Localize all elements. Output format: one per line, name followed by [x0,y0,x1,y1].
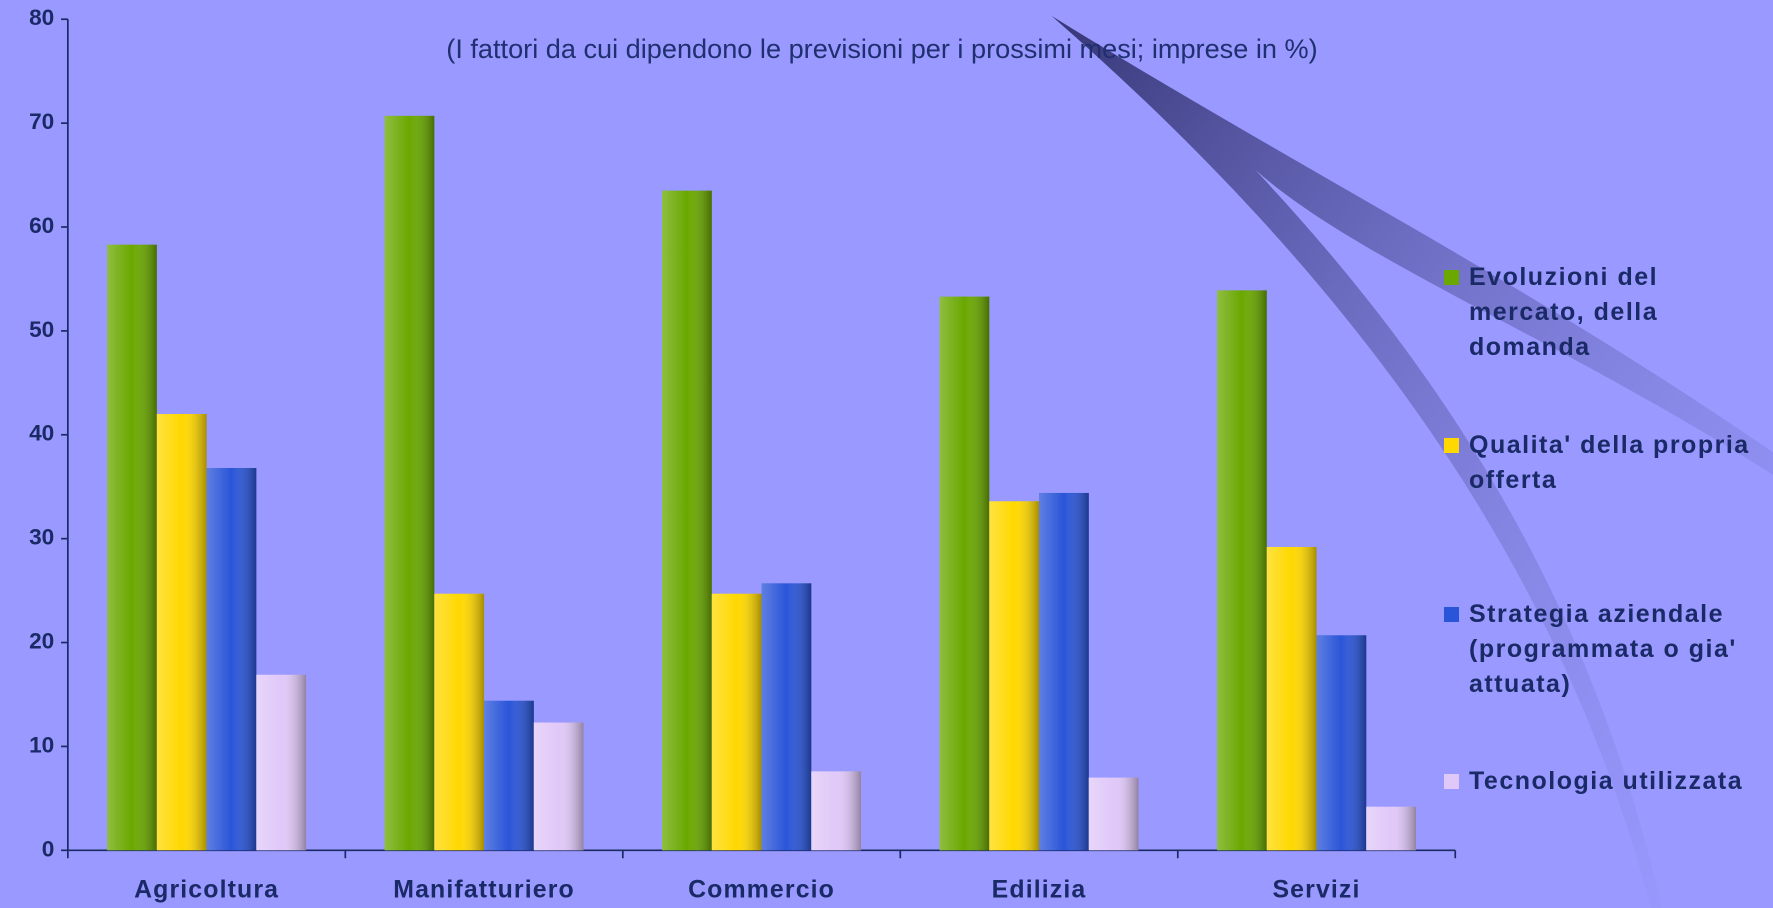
y-tick-label: 10 [29,732,54,757]
bar [662,190,712,851]
x-tick-label: Commercio [688,876,835,904]
bar [434,593,485,851]
legend-marker [1444,607,1459,622]
bar [711,593,762,851]
y-tick-label: 0 [42,836,55,861]
bar [206,468,257,851]
bar [1039,492,1089,851]
y-tick-label: 80 [29,5,54,30]
bar [761,583,812,851]
x-tick-label: Agricoltura [134,876,279,904]
bar [107,244,157,851]
x-tick-label: Manifatturiero [393,876,575,904]
y-tick-label: 30 [29,525,54,550]
legend-label: Tecnologia utilizzata [1469,767,1744,795]
bar [156,414,207,851]
legend-item: Qualita' della propria offerta [1444,428,1764,498]
bar [256,674,307,851]
bar [1088,777,1139,851]
bar [1217,290,1267,851]
bar [1266,546,1317,851]
y-tick-label: 40 [29,421,54,446]
bar [811,771,862,851]
bar [484,700,534,851]
chart-title: (I fattori da cui dipendono le prevision… [446,33,1317,64]
y-tick-label: 20 [29,629,54,654]
legend-label: Qualita' della propria offerta [1469,431,1750,494]
legend-item: Tecnologia utilizzata [1444,764,1764,799]
bar [533,722,584,851]
legend-item: Strategia aziendale (programmata o gia' … [1444,597,1764,702]
legend-item: Evoluzioni del mercato, della domanda [1444,260,1764,365]
legend-marker [1444,438,1459,453]
y-tick-label: 70 [29,109,54,134]
x-tick-label: Servizi [1272,876,1360,904]
legend-marker [1444,774,1459,789]
legend-label: Strategia aziendale (programmata o gia' … [1469,600,1737,698]
bar [384,115,435,851]
x-tick-label: Edilizia [992,876,1087,904]
y-tick-label: 50 [29,317,54,342]
decoration [1051,15,1773,908]
legend-marker [1444,270,1459,285]
bar [989,501,1040,851]
legend-label: Evoluzioni del mercato, della domanda [1469,263,1659,361]
bar [1366,806,1417,851]
y-tick-label: 60 [29,213,54,238]
bar [939,296,990,851]
bar [1316,635,1367,851]
